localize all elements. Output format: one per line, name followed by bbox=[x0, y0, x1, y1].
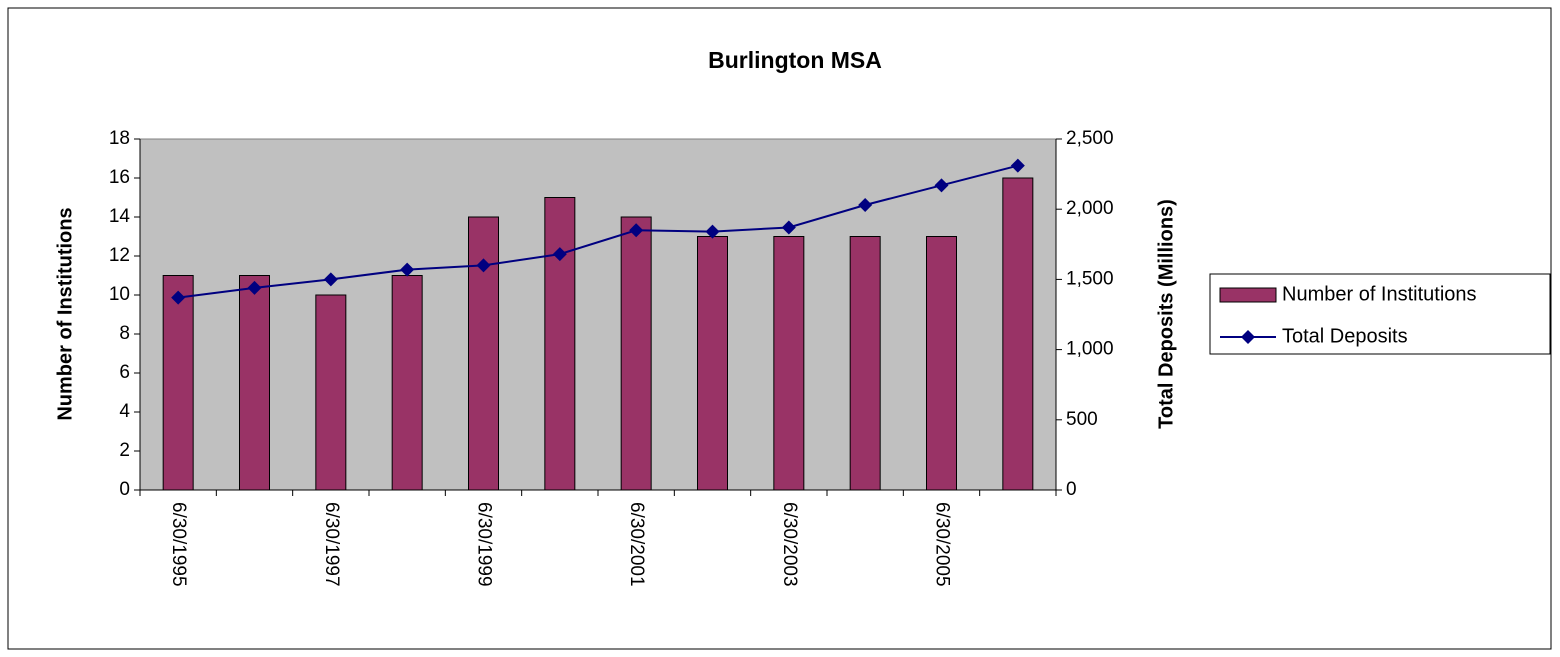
bar bbox=[468, 216, 499, 491]
y2-tick-label: 2,000 bbox=[1066, 198, 1114, 219]
y2-tick-label: 0 bbox=[1066, 479, 1077, 500]
marker bbox=[781, 220, 796, 235]
y-tick-label: 12 bbox=[109, 245, 130, 266]
bar bbox=[315, 294, 347, 491]
x-tick-label: 6/30/1999 bbox=[473, 502, 494, 587]
y2-tick-label: 2,500 bbox=[1066, 128, 1114, 149]
y-tick-label: 6 bbox=[119, 362, 130, 383]
y-tick-label: 16 bbox=[109, 167, 130, 188]
bar bbox=[544, 197, 576, 491]
bar bbox=[926, 236, 957, 491]
legend bbox=[1209, 273, 1551, 355]
x-tick-label: 6/30/1997 bbox=[321, 502, 342, 587]
y-tick-label: 0 bbox=[119, 479, 130, 500]
legend-marker bbox=[1241, 330, 1255, 344]
y2-tick-label: 500 bbox=[1066, 409, 1098, 430]
bar bbox=[1002, 177, 1034, 491]
y-tick-label: 8 bbox=[119, 323, 130, 344]
legend-label: Number of Institutions bbox=[1282, 283, 1477, 305]
y-tick-label: 14 bbox=[109, 206, 131, 227]
y-tick-label: 4 bbox=[119, 401, 130, 422]
marker bbox=[858, 197, 873, 212]
bar bbox=[773, 236, 805, 491]
bar bbox=[849, 236, 881, 491]
marker bbox=[552, 247, 567, 262]
plot-area bbox=[139, 138, 1057, 491]
marker bbox=[171, 290, 186, 305]
x-tick-label: 6/30/2001 bbox=[626, 502, 647, 587]
y-axis-label: Number of Institutions bbox=[54, 207, 76, 420]
marker bbox=[476, 258, 491, 273]
marker bbox=[400, 262, 415, 277]
y2-tick-label: 1,500 bbox=[1066, 268, 1114, 289]
marker bbox=[1010, 158, 1025, 173]
marker bbox=[323, 272, 338, 287]
bar bbox=[697, 236, 728, 491]
marker bbox=[629, 223, 644, 238]
y-tick-label: 10 bbox=[109, 284, 130, 305]
x-tick-label: 6/30/2003 bbox=[779, 502, 800, 587]
y2-tick-label: 1,000 bbox=[1066, 339, 1114, 360]
y-tick-label: 2 bbox=[119, 440, 130, 461]
marker bbox=[247, 280, 262, 295]
x-tick-label: 6/30/2005 bbox=[931, 502, 952, 587]
bar bbox=[391, 275, 423, 491]
bar bbox=[162, 275, 194, 491]
line bbox=[178, 164, 1019, 299]
chart-title: Burlington MSA bbox=[708, 47, 882, 73]
bar bbox=[239, 275, 270, 491]
marker bbox=[934, 178, 949, 193]
y-tick-label: 18 bbox=[109, 128, 130, 149]
y2-axis-label: Total Deposits (Millions) bbox=[1155, 199, 1177, 429]
legend-label: Total Deposits bbox=[1282, 325, 1408, 347]
x-tick-label: 6/30/1995 bbox=[168, 502, 189, 587]
legend-swatch bbox=[1219, 287, 1277, 303]
bar bbox=[620, 216, 652, 491]
marker bbox=[705, 224, 720, 239]
